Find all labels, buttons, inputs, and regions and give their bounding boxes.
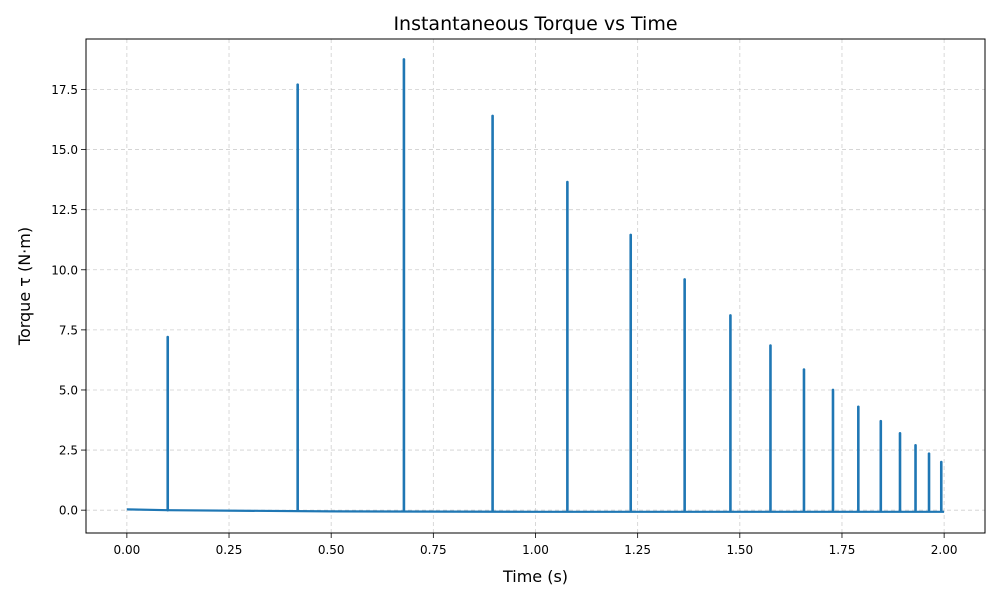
- grid: [86, 39, 985, 533]
- y-tick-label: 0.0: [59, 504, 78, 518]
- x-tick-label: 0.00: [114, 543, 141, 557]
- y-tick-label: 15.0: [51, 143, 78, 157]
- x-axis-ticks: 0.00 0.25 0.50 0.75 1.00 1.25 1.50 1.75 2.00: [114, 533, 958, 557]
- baseline-line: [126, 508, 945, 513]
- chart-title: Instantaneous Torque vs Time: [393, 13, 677, 35]
- y-tick-label: 5.0: [59, 383, 78, 397]
- x-tick-label: 1.00: [522, 543, 549, 557]
- x-axis-title: Time (s): [502, 567, 568, 586]
- x-tick-label: 1.25: [624, 543, 651, 557]
- y-tick-label: 2.5: [59, 444, 78, 458]
- y-axis-title: Torque τ (N·m): [15, 227, 34, 346]
- y-tick-label: 7.5: [59, 323, 78, 337]
- y-tick-label: 10.0: [51, 263, 78, 277]
- y-tick-label: 17.5: [51, 83, 78, 97]
- data-series: [126, 58, 945, 513]
- y-tick-label: 12.5: [51, 203, 78, 217]
- x-tick-label: 1.75: [829, 543, 856, 557]
- x-tick-label: 0.50: [318, 543, 345, 557]
- y-axis-ticks: 0.0 2.5 5.0 7.5 10.0 12.5 15.0 17.5: [51, 83, 86, 518]
- x-tick-label: 0.25: [216, 543, 243, 557]
- x-tick-label: 2.00: [931, 543, 958, 557]
- x-tick-label: 0.75: [420, 543, 447, 557]
- x-tick-label: 1.50: [726, 543, 753, 557]
